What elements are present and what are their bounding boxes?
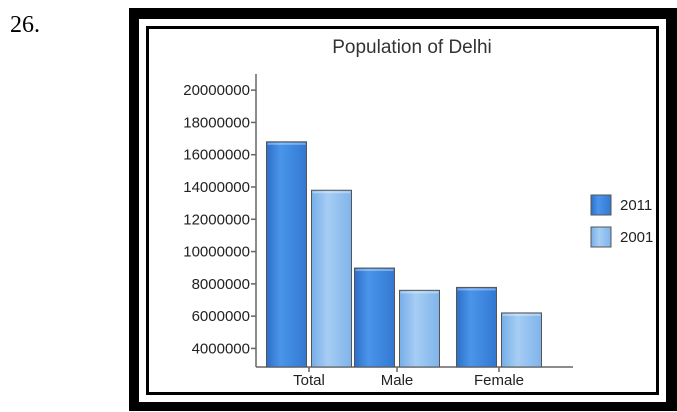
legend-label: 2001 <box>620 229 653 246</box>
bar-male-2001 <box>399 289 440 368</box>
chart-title: Population of Delhi <box>332 37 492 58</box>
y-tick-label: 6000000 <box>192 308 250 325</box>
bar-male-2011 <box>354 267 395 368</box>
bar-highlight <box>312 191 351 194</box>
legend-swatch-2001 <box>590 226 612 248</box>
y-tick-label: 10000000 <box>183 244 250 261</box>
legend-label: 2011 <box>620 197 652 214</box>
x-tick-label: Female <box>474 372 524 389</box>
bar-total-2011 <box>266 141 307 368</box>
y-tick-label: 8000000 <box>192 276 250 293</box>
bar-highlight <box>355 269 394 272</box>
bar-female-2011 <box>456 286 497 368</box>
bar-highlight <box>457 288 496 291</box>
y-tick-label: 20000000 <box>183 82 250 99</box>
x-tick-label: Male <box>381 372 414 389</box>
y-tick-label: 16000000 <box>183 147 250 164</box>
question-number: 26. <box>10 12 40 38</box>
y-tick-label: 4000000 <box>192 340 250 357</box>
bar-total-2001 <box>311 189 352 368</box>
bar-highlight <box>267 142 306 145</box>
y-tick-label: 12000000 <box>183 211 250 228</box>
y-tick-label: 18000000 <box>183 114 250 131</box>
bar-highlight <box>502 313 541 316</box>
bar-highlight <box>400 291 439 294</box>
y-tick-label: 14000000 <box>183 179 250 196</box>
legend-swatch-2011 <box>590 194 612 216</box>
bar-female-2001 <box>501 312 542 368</box>
x-tick-label: Total <box>293 372 325 389</box>
